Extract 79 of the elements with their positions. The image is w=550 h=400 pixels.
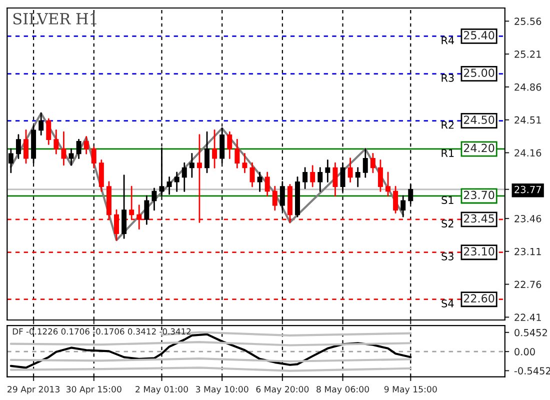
x-tick-label: 30 Apr 15:00: [66, 386, 122, 394]
candlestick: [325, 160, 330, 183]
annotation: DF -0.1226 0.1706 -0.1706 0.3412 -0.3412: [12, 328, 191, 335]
candlestick: [386, 172, 390, 197]
annotation: 25.40: [464, 31, 494, 40]
y-tick-label: 22.76: [514, 280, 542, 288]
candlestick: [242, 152, 248, 174]
candlestick: [234, 138, 240, 168]
y-tick-label: 24.16: [514, 149, 542, 157]
candlestick: [91, 146, 96, 168]
y-tick-label: 23.77: [514, 186, 541, 194]
x-tick-label: 9 May 15:00: [384, 386, 437, 394]
candlestick: [370, 152, 376, 174]
annotation: 22.60: [464, 294, 494, 303]
candlestick: [400, 195, 406, 218]
candlestick: [174, 172, 180, 192]
line-series: [10, 112, 404, 242]
y-tick-label: 24.51: [514, 116, 541, 124]
candlestick: [68, 148, 74, 166]
candlestick: [98, 160, 104, 192]
ref-line-label: S3: [442, 252, 454, 260]
y-tick-label: 23.11: [514, 248, 541, 256]
chart-title: SILVER H1: [13, 12, 96, 25]
y-tick-label: 25.21: [514, 50, 541, 58]
x-tick-label: 2 May 01:00: [136, 386, 188, 394]
x-tick-label: 29 Apr 2013: [8, 386, 60, 394]
candlestick: [393, 186, 398, 214]
candlestick: [24, 129, 28, 164]
ref-line-label: R1: [442, 149, 454, 157]
annotation: 25.00: [464, 68, 494, 78]
x-tick-label: 8 May 06:00: [316, 386, 369, 394]
candlestick: [144, 195, 150, 225]
candlestick: [46, 118, 52, 145]
candlestick: [16, 134, 21, 160]
ref-line-label: S4: [442, 300, 454, 308]
annotation: 23.45: [464, 214, 494, 223]
ref-line-label: S2: [442, 220, 454, 228]
annotation: 24.50: [464, 116, 494, 124]
candlestick: [257, 172, 262, 192]
candlestick: [204, 131, 210, 174]
y-tick-label: 22.41: [514, 314, 541, 321]
x-tick-label: 6 May 20:00: [256, 386, 309, 394]
annotation: 23.10: [464, 247, 494, 256]
candlestick: [302, 167, 308, 190]
candlestick: [84, 136, 89, 154]
candlestick: [378, 160, 383, 192]
y-tick-label: 23.46: [514, 214, 542, 222]
annotation: 23.70: [464, 190, 494, 200]
candlestick: [250, 162, 255, 188]
ref-line-label: R2: [442, 120, 454, 129]
candlestick: [76, 138, 82, 160]
y-tick-label: 24.86: [514, 83, 542, 91]
y-tick-label: 0.5452: [514, 328, 547, 336]
candlestick: [264, 172, 270, 197]
candlestick: [54, 129, 59, 154]
candlestick: [38, 112, 44, 136]
candlestick: [212, 129, 218, 168]
candlestick: [166, 176, 172, 195]
x-tick-label: 3 May 10:00: [196, 386, 248, 394]
candlestick: [332, 162, 338, 197]
candlestick: [189, 152, 194, 178]
ref-line-label: S1: [442, 196, 454, 204]
candlestick: [122, 174, 127, 239]
candlestick: [362, 148, 368, 178]
candlestick: [182, 162, 187, 192]
candlestick: [348, 158, 353, 183]
y-tick-label: 0.00: [514, 348, 535, 356]
annotation: 24.20: [464, 144, 494, 152]
ref-line-label: R4: [442, 36, 454, 44]
candlestick: [152, 188, 157, 211]
candlestick: [61, 131, 66, 166]
ref-line-label: R3: [442, 74, 454, 82]
y-tick-label: 25.56: [514, 18, 542, 25]
candlestick: [318, 167, 323, 192]
candlestick: [227, 131, 232, 160]
candlestick: [310, 165, 316, 188]
candlestick: [272, 186, 278, 211]
candlestick: [355, 167, 360, 188]
y-tick-label: -0.5452: [514, 367, 550, 374]
